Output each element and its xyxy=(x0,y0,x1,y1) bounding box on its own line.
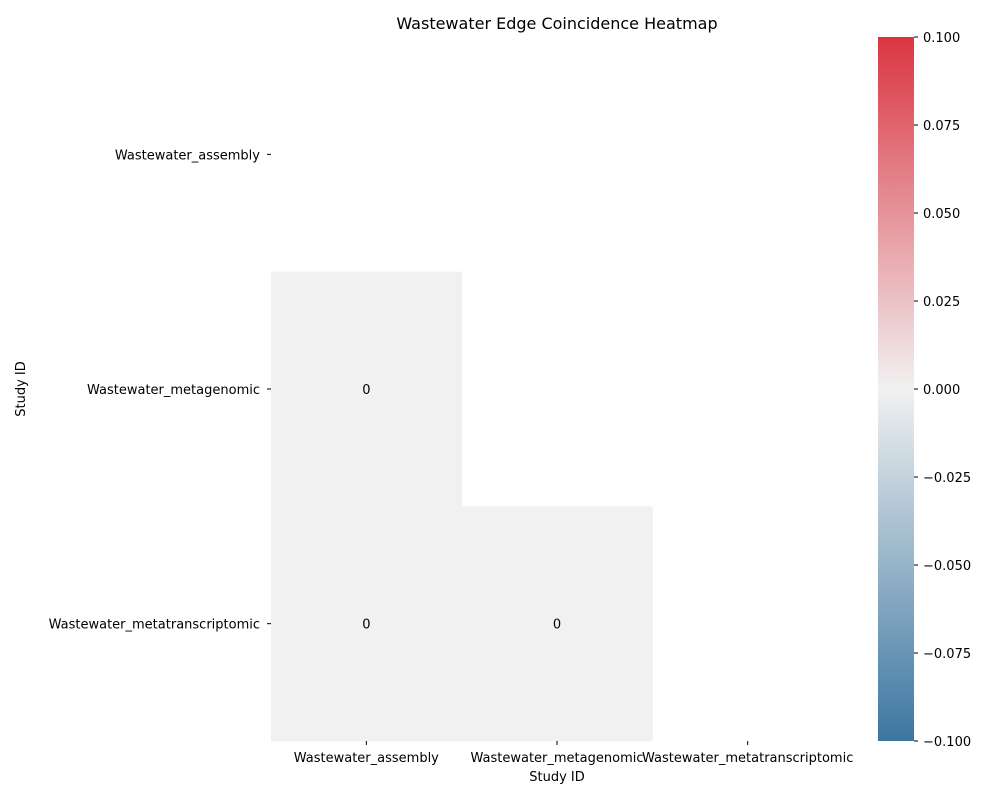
y-axis: Wastewater_assembly Wastewater_metagenomi… xyxy=(49,148,271,633)
colorbar-tick-label: −0.050 xyxy=(923,559,971,574)
x-tick-label: Wastewater_metagenomic xyxy=(471,751,644,766)
colorbar-ticks: 0.100 0.075 0.050 0.025 0.000 −0.025 −0.050 −0.… xyxy=(914,31,971,750)
cell-value-label: 0 xyxy=(362,618,370,633)
heatmap-cell xyxy=(271,271,463,507)
colorbar xyxy=(878,37,914,741)
cell-value-label: 0 xyxy=(362,383,370,398)
heatmap-cell xyxy=(461,506,653,742)
colorbar-tick-label: 0.000 xyxy=(923,383,960,398)
y-tick-label: Wastewater_assembly xyxy=(115,148,260,163)
colorbar-tick-label: 0.075 xyxy=(923,119,960,134)
heatmap-cell xyxy=(271,506,463,742)
x-axis: Wastewater_assembly Wastewater_metagenomi… xyxy=(294,741,853,766)
x-tick-label: Wastewater_assembly xyxy=(294,751,439,766)
y-tick-label: Wastewater_metatranscriptomic xyxy=(49,618,260,633)
x-axis-label: Study ID xyxy=(529,770,585,785)
y-axis-label: Study ID xyxy=(14,361,29,417)
chart-title: Wastewater Edge Coincidence Heatmap xyxy=(396,14,717,33)
colorbar-tick-label: −0.100 xyxy=(923,735,971,750)
colorbar-tick-label: 0.100 xyxy=(923,31,960,46)
cell-value-label: 0 xyxy=(553,618,561,633)
colorbar-tick-label: −0.075 xyxy=(923,647,971,662)
colorbar-tick-label: 0.050 xyxy=(923,207,960,222)
colorbar-tick-label: −0.025 xyxy=(923,471,971,486)
heatmap-cells: 0 0 0 xyxy=(271,271,653,742)
y-tick-label: Wastewater_metagenomic xyxy=(87,383,260,398)
x-tick-label: Wastewater_metatranscriptomic xyxy=(642,751,853,766)
colorbar-tick-label: 0.025 xyxy=(923,295,960,310)
